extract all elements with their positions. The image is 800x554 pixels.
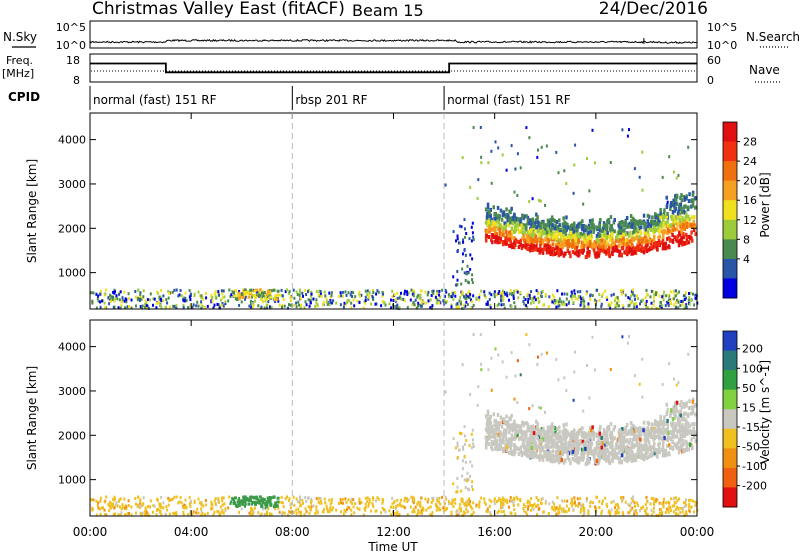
y-tick-label: 3000 [58, 385, 86, 398]
cpid-panel: CPID normal (fast) 151 RF rbsp 201 RF norm… [8, 86, 571, 110]
colorbar-tick-label: 28 [743, 136, 757, 149]
x-tick-label: 08:00 [275, 525, 310, 539]
power-colorbar-label: Power [dB] [758, 172, 772, 237]
freq-trace [90, 62, 697, 74]
nsearch-tick-bottom: 10^0 [707, 39, 737, 52]
colorbar-swatch [723, 180, 737, 201]
cpid-segment-label: normal (fast) 151 RF [93, 93, 217, 107]
mode-change-lines [291, 113, 445, 516]
nsky-panel: N.Sky 10^5 10^0 10^5 10^0 N.Search [3, 20, 800, 52]
colorbar-swatch [723, 258, 737, 279]
nsearch-label: N.Search [746, 30, 800, 44]
nave-label: Nave [749, 63, 780, 77]
colorbar-swatch [723, 278, 737, 299]
colorbar-swatch [723, 141, 737, 162]
x-tick-label: 00:00 [680, 525, 715, 539]
power-data [90, 126, 699, 310]
beam-label: Beam 15 [352, 1, 424, 20]
velocity-colorbar-label: Velocity [m s^-1] [758, 360, 772, 464]
cpid-segment-label: rbsp 201 RF [295, 93, 367, 107]
colorbar-tick-label: 4 [743, 253, 750, 266]
colorbar-swatch [723, 487, 737, 508]
freq-tick-top: 18 [66, 54, 80, 67]
velocity-ylabel: Slant Range [km] [25, 366, 39, 470]
colorbar-swatch [723, 161, 737, 182]
colorbar-tick-label: 200 [742, 343, 763, 356]
y-tick-label: 2000 [58, 222, 86, 235]
velocity-data [90, 333, 699, 517]
plot-title: Christmas Valley East (fitACF) [92, 0, 345, 19]
y-tick-label: 3000 [58, 178, 86, 191]
nsky-label: N.Sky [3, 30, 37, 44]
colorbar-tick-label: 16 [743, 194, 757, 207]
cpid-segment-label: normal (fast) 151 RF [447, 93, 571, 107]
y-tick-label: 4000 [58, 134, 86, 147]
freq-panel: Freq. [MHz] 18 8 60 0 Nave [2, 53, 780, 87]
colorbar-tick-label: 50 [742, 382, 756, 395]
colorbar-swatch [723, 350, 737, 371]
colorbar-swatch [723, 219, 737, 240]
colorbar-tick-label: -100 [742, 460, 767, 473]
nave-tick-bottom: 0 [707, 74, 714, 87]
x-tick-label: 00:00 [73, 525, 108, 539]
colorbar-swatch [723, 428, 737, 449]
colorbar-swatch [723, 370, 737, 391]
nsky-trace [89, 38, 698, 44]
colorbar-tick-label: 24 [743, 155, 757, 168]
colorbar-tick-label: 100 [742, 362, 763, 375]
cpid-label: CPID [8, 90, 40, 104]
power-ylabel: Slant Range [km] [25, 159, 39, 263]
date-label: 24/Dec/2016 [599, 0, 708, 19]
x-tick-label: 16:00 [477, 525, 512, 539]
power-colorbar: 28 24 20 16 12 8 4 [722, 121, 757, 299]
y-tick-label: 2000 [58, 429, 86, 442]
colorbar-swatch [723, 409, 737, 430]
colorbar-swatch [723, 331, 737, 352]
colorbar-swatch [723, 200, 737, 221]
colorbar-tick-label: -200 [742, 480, 767, 493]
nsearch-tick-top: 10^5 [707, 21, 737, 34]
x-tick-label: 20:00 [579, 525, 614, 539]
colorbar-swatch [723, 239, 737, 260]
colorbar-swatch [723, 448, 737, 469]
freq-label: Freq. [6, 54, 33, 67]
x-axis-label: Time UT [367, 540, 418, 554]
colorbar-tick-label: -50 [742, 441, 760, 454]
x-tick-label: 04:00 [174, 525, 209, 539]
y-tick-label: 1000 [58, 267, 86, 280]
colorbar-tick-label: 20 [743, 175, 757, 188]
nsky-tick-top: 10^5 [56, 21, 86, 34]
freq-tick-bottom: 8 [73, 74, 80, 87]
x-tick-label: 12:00 [376, 525, 411, 539]
colorbar-swatch [723, 122, 737, 143]
freq-unit: [MHz] [2, 67, 34, 80]
y-tick-label: 1000 [58, 474, 86, 487]
nsky-tick-bottom: 10^0 [56, 39, 86, 52]
colorbar-swatch [723, 389, 737, 410]
power-panel: 1000 2000 3000 4000 Slant Range [km] 28 24 20… [25, 112, 772, 310]
nave-tick-top: 60 [707, 54, 721, 67]
colorbar-tick-label: 8 [743, 233, 750, 246]
x-axis: 00:00 04:00 08:00 12:00 16:00 20:00 00:00 [73, 113, 715, 539]
colorbar-swatch [723, 467, 737, 488]
colorbar-tick-label: 15 [742, 401, 756, 414]
colorbar-tick-label: -15 [742, 421, 760, 434]
colorbar-tick-label: 12 [743, 214, 757, 227]
velocity-colorbar: 200 100 50 15 -15 -50 -100 -200 [722, 330, 767, 508]
y-tick-label: 4000 [58, 341, 86, 354]
velocity-panel: 1000 2000 3000 4000 Slant Range [km] 200 100… [25, 319, 772, 517]
